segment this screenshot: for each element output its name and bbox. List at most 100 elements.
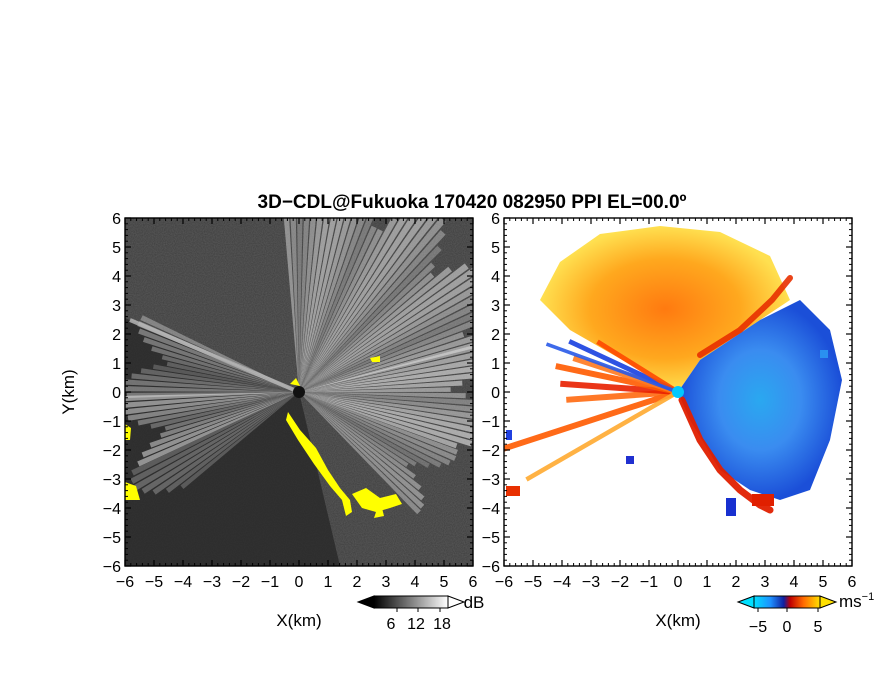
velocity-y-tick-label: 6 — [491, 211, 500, 228]
snr-xlabel: X(km) — [276, 611, 321, 630]
snr-beam — [126, 392, 300, 399]
snr-y-tick-label: −1 — [103, 414, 121, 431]
snr-beam — [137, 392, 299, 426]
snr-beam — [299, 392, 421, 515]
snr-beam — [299, 359, 473, 392]
snr-beam — [299, 228, 383, 392]
snr-beam — [152, 364, 299, 392]
snr-beam — [142, 337, 299, 392]
snr-y-tick-label: 2 — [112, 327, 121, 344]
snr-beam — [299, 392, 425, 509]
snr-beam — [299, 218, 337, 392]
velocity-beam — [525, 390, 680, 482]
snr-beam — [299, 392, 458, 449]
velocity-y-tick-label: −6 — [482, 559, 500, 576]
velocity-x-tick-label: 4 — [790, 574, 799, 591]
snr-beam — [141, 392, 299, 494]
snr-x-tick-label: −3 — [203, 574, 221, 591]
snr-beam — [299, 266, 453, 392]
snr-beam — [299, 218, 408, 392]
snr-beam — [299, 392, 457, 461]
snr-beam — [152, 392, 299, 495]
snr-colorbar-tick: 12 — [407, 616, 425, 633]
velocity-y-tick-label: 2 — [491, 327, 500, 344]
velocity-x-tick-label: −3 — [582, 574, 600, 591]
radar-site — [293, 386, 305, 398]
snr-beam — [125, 392, 299, 402]
snr-beam — [299, 304, 473, 392]
snr-beam — [299, 218, 310, 392]
velocity-colorbar-tick: 0 — [783, 619, 792, 636]
snr-beam — [299, 218, 330, 392]
velocity-x-tick-label: −5 — [524, 574, 542, 591]
snr-flag-blob — [125, 482, 140, 500]
snr-beam — [299, 218, 418, 392]
snr-beam — [299, 392, 473, 433]
velocity-x-tick-label: −4 — [553, 574, 571, 591]
snr-beam — [166, 361, 299, 392]
snr-beam — [140, 368, 299, 392]
snr-beam — [299, 392, 430, 468]
snr-beam — [299, 387, 451, 392]
snr-beam — [299, 218, 366, 392]
snr-beam — [299, 272, 435, 392]
snr-flag-blob — [370, 356, 380, 362]
snr-beam — [129, 318, 300, 394]
snr-beam — [299, 392, 466, 399]
snr-x-tick-label: 6 — [469, 574, 478, 591]
velocity-y-tick-label: 4 — [491, 269, 500, 286]
snr-beam — [161, 355, 299, 392]
velocity-x-tick-label: 5 — [819, 574, 828, 591]
snr-beam — [299, 312, 473, 392]
snr-beams — [125, 218, 473, 515]
velocity-xlabel: X(km) — [655, 611, 700, 630]
snr-x-tick-label: 4 — [411, 574, 420, 591]
velocity-beam — [596, 339, 680, 395]
snr-flag-blob — [352, 488, 402, 512]
velocity-y-tick-label: 0 — [491, 385, 500, 402]
snr-x-tick-label: 5 — [440, 574, 449, 591]
velocity-x-tick-label: 2 — [732, 574, 741, 591]
snr-x-tick-label: −4 — [174, 574, 192, 591]
snr-beam — [283, 218, 299, 392]
snr-beam — [299, 392, 442, 468]
snr-beam — [299, 267, 473, 392]
snr-beam — [165, 392, 299, 493]
velocity-y-tick-label: −4 — [482, 501, 500, 518]
velocity-y-tick-label: −3 — [482, 472, 500, 489]
velocity-beam — [504, 389, 679, 452]
snr-beam — [299, 245, 442, 392]
velocity-y-tick-label: 1 — [491, 356, 500, 373]
snr-beam — [299, 380, 463, 392]
snr-beam — [299, 218, 323, 392]
snr-beam — [299, 392, 473, 406]
velocity-x-tick-label: 0 — [674, 574, 683, 591]
velocity-warm-sector — [540, 226, 790, 392]
snr-beam — [125, 392, 299, 415]
snr-beam — [125, 379, 299, 392]
snr-y-tick-label: −6 — [103, 559, 121, 576]
snr-beam — [299, 392, 409, 467]
velocity-colorbar-tick: 5 — [814, 619, 823, 636]
snr-beam — [299, 218, 438, 392]
snr-colorbar-tick: 6 — [387, 616, 396, 633]
velocity-patch — [626, 456, 634, 464]
snr-beam — [299, 392, 422, 491]
snr-beam — [299, 218, 398, 392]
snr-beam — [299, 392, 473, 413]
snr-beam — [127, 392, 300, 421]
snr-colorbar-unit: dB — [464, 593, 485, 612]
snr-quiet-sector — [125, 318, 340, 566]
snr-beam — [297, 218, 303, 392]
velocity-colorbar: −5 0 5 ms−1 — [736, 591, 875, 636]
snr-beam — [150, 392, 299, 429]
velocity-colorbar-unit-exp: −1 — [862, 591, 875, 603]
snr-x-tick-label: 3 — [382, 574, 391, 591]
snr-beam — [299, 392, 417, 467]
velocity-beam — [545, 342, 679, 394]
velocity-y-tick-label: −5 — [482, 530, 500, 547]
snr-beam — [299, 352, 473, 392]
snr-y-tick-label: 4 — [112, 269, 121, 286]
velocity-blue-sector — [678, 300, 842, 500]
velocity-x-tick-label: −1 — [640, 574, 658, 591]
